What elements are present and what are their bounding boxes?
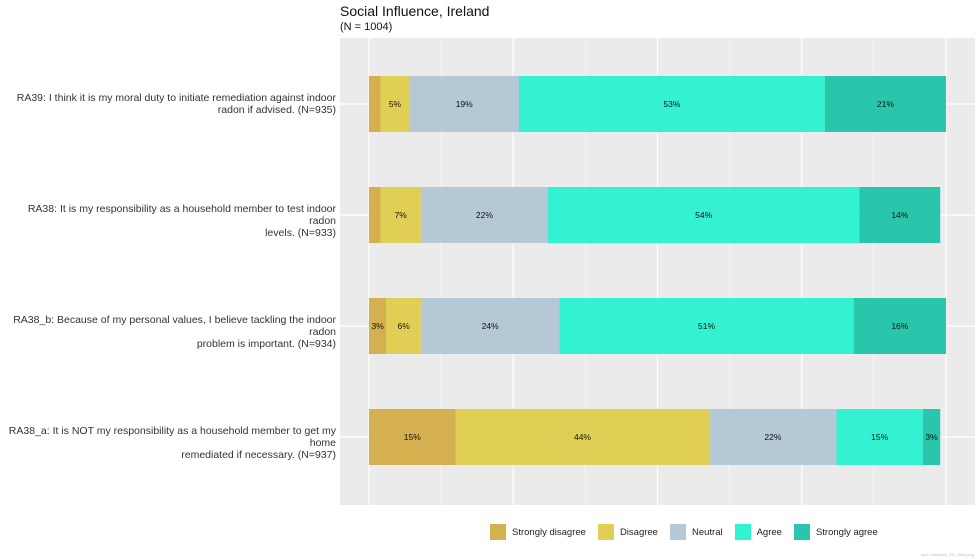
bar-value-label: 14%: [891, 210, 908, 220]
legend-label: Neutral: [691, 526, 723, 538]
bar-segment: [853, 298, 946, 354]
legend-item: Agree: [734, 524, 782, 540]
bar-value-label: 6%: [397, 321, 410, 331]
y-axis-label-line: levels. (N=933): [265, 227, 336, 239]
y-axis-label-line: remediated if necessary. (N=937): [181, 449, 336, 461]
legend-item: Strongly disagree: [490, 524, 586, 540]
bar-segment: [420, 187, 548, 243]
legend-label: Agree: [756, 526, 782, 538]
bar-value-label: 15%: [404, 432, 421, 442]
bar-segment: [519, 76, 825, 132]
y-axis-label-line: RA38_b: Because of my personal values, I…: [13, 314, 336, 338]
bar-value-label: 53%: [663, 99, 680, 109]
bar-segment: [369, 187, 381, 243]
bar-segment: [559, 298, 854, 354]
legend-label: Strongly agree: [815, 526, 878, 538]
bar-value-label: 19%: [456, 99, 473, 109]
bar-value-label: 16%: [891, 321, 908, 331]
bar-segment: [709, 409, 837, 465]
bar-segment: [369, 76, 381, 132]
bar-value-label: 3%: [372, 321, 385, 331]
legend-item: Neutral: [669, 524, 723, 540]
legend-label: Disagree: [619, 526, 658, 538]
legend-label: Strongly disagree: [512, 526, 586, 538]
bar-segment: [409, 76, 520, 132]
y-axis-label-line: problem is important. (N=934): [196, 338, 336, 350]
chart-subtitle: (N = 1004): [340, 21, 393, 33]
bar-value-label: 3%: [925, 432, 938, 442]
chart-title: Social Influence, Ireland: [340, 3, 490, 19]
legend-item: Strongly agree: [793, 524, 878, 540]
y-axis-label-line: RA39: I think it is my moral duty to ini…: [16, 92, 336, 104]
bar-value-label: 15%: [871, 432, 888, 442]
legend: Strongly disagree Disagree Neutral Agree Str…: [490, 523, 890, 541]
y-axis-label: RA38_b: Because of my personal values, I…: [0, 314, 336, 350]
bar-value-label: 54%: [695, 210, 712, 220]
bar-segment: [386, 298, 421, 354]
y-axis-label: RA38: It is my responsibility as a house…: [0, 203, 336, 239]
caption: scot_influence_IRL_03x1.png: [921, 552, 974, 557]
bar-segment: [369, 409, 456, 465]
bar-value-label: 5%: [389, 99, 402, 109]
y-axis-label-line: radon if advised. (N=935): [217, 104, 336, 116]
bar-value-label: 24%: [482, 321, 499, 331]
y-axis-label-line: RA38: It is my responsibility as a house…: [27, 203, 336, 227]
bar-segment: [380, 187, 421, 243]
bar-value-label: 7%: [395, 210, 408, 220]
y-axis-label-line: RA38_a: It is NOT my responsibility as a…: [8, 425, 336, 449]
bar-value-labels: 5% 19% 53% 21% 7% 22% 54% 14% 3% 6% 24% 51% 16% 15% 44…: [372, 99, 939, 442]
legend-item: Disagree: [597, 524, 658, 540]
bar-value-label: 22%: [764, 432, 781, 442]
y-axis-label: RA39: I think it is my moral duty to ini…: [0, 92, 336, 116]
bar-segment: [824, 76, 946, 132]
bar-value-label: 22%: [476, 210, 493, 220]
legend-swatch: [597, 524, 614, 540]
bar-value-label: 21%: [877, 99, 894, 109]
legend-swatch: [793, 524, 810, 540]
bar-segments: [369, 76, 946, 465]
bar-segment: [380, 76, 410, 132]
bar-segment: [922, 409, 941, 465]
bar-segment: [859, 187, 941, 243]
bar-segment: [369, 298, 387, 354]
legend-swatch: [669, 524, 686, 540]
legend-swatch: [734, 524, 751, 540]
bar-value-label: 51%: [698, 321, 715, 331]
bar-segment: [420, 298, 560, 354]
y-axis-label: RA38_a: It is NOT my responsibility as a…: [0, 425, 336, 461]
legend-swatch: [490, 524, 506, 540]
bar-segment: [547, 187, 860, 243]
bar-segment: [455, 409, 710, 465]
bar-segment: [836, 409, 923, 465]
bar-value-label: 44%: [574, 432, 591, 442]
